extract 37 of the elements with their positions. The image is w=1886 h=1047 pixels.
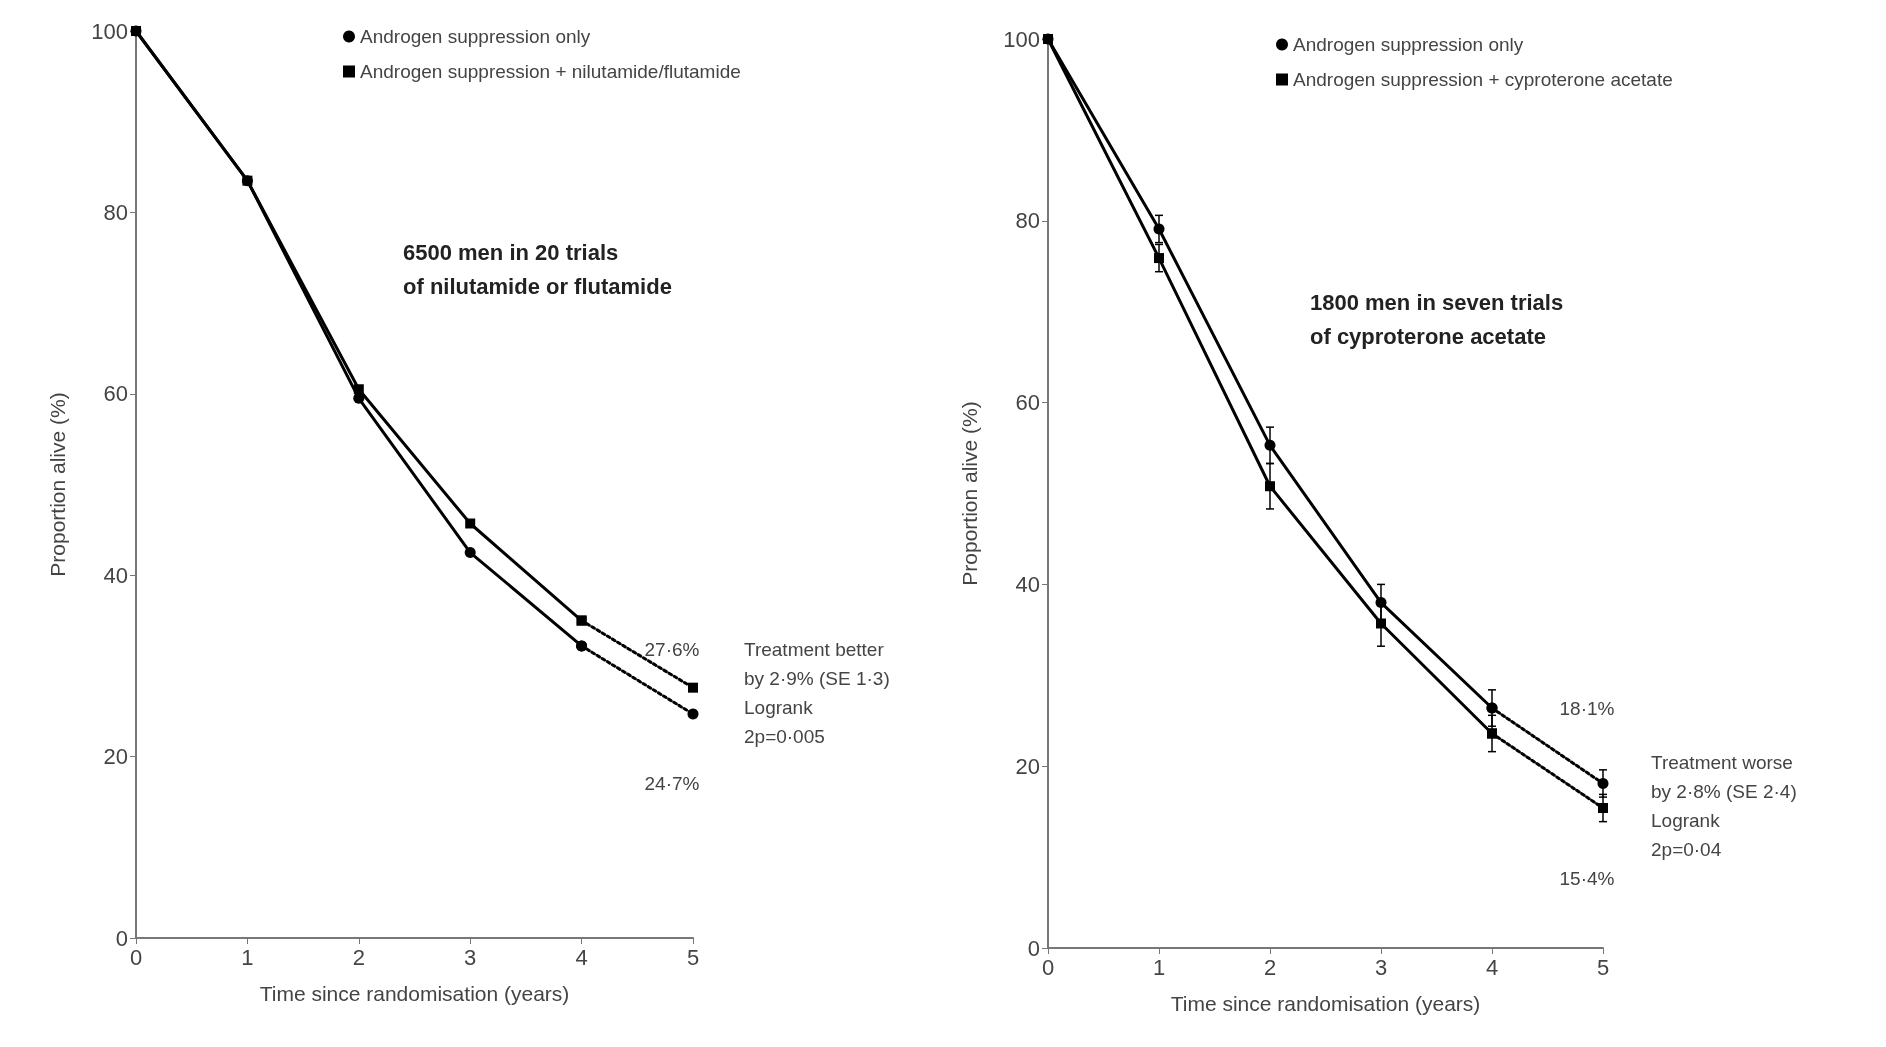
y-tick-label: 60 (103, 381, 128, 407)
legend-label: Androgen suppression only (360, 26, 591, 47)
x-tick-label: 4 (575, 944, 588, 970)
annotation: 27·6% (644, 639, 700, 660)
x-tick-label: 5 (1596, 954, 1610, 980)
text: Treatment worse by 2·8% (SE 2·4) Logrank 2p=0·04 (1651, 752, 1797, 860)
x-axis-title: Time since randomisation (years) (259, 982, 570, 1005)
x-tick-label: 3 (1374, 954, 1388, 980)
x-tick-label: 1 (1152, 954, 1166, 980)
text: Treatment better by 2·9% (SE 1·3) Logrank 2p=0·005 (744, 639, 890, 747)
y-tick-label: 100 (91, 18, 128, 44)
legend-label: Androgen suppression + nilutamide/flutamide (360, 61, 741, 82)
y-tick-label: 20 (103, 744, 128, 770)
y-tick-label: 80 (103, 199, 128, 225)
annotation: 24·7% (644, 773, 700, 794)
annotation: 18·1% (1559, 698, 1615, 719)
y-tick-label: 40 (103, 562, 128, 588)
x-tick-label: 5 (686, 944, 700, 970)
y-tick-label: 0 (115, 925, 128, 951)
legend-label: Androgen suppression + cyproterone acetate (1293, 69, 1673, 90)
x-tick-label: 2 (1263, 954, 1277, 980)
text: 1800 men in seven trials of cyproterone acetate (1310, 289, 1564, 349)
y-axis-title: Proportion alive (%) (958, 401, 981, 586)
legend-label: Androgen suppression only (1293, 34, 1524, 55)
y-tick-label: 100 (1003, 26, 1040, 52)
x-axis-title: Time since randomisation (years) (1170, 992, 1481, 1015)
y-axis-title: Proportion alive (%) (46, 392, 69, 577)
x-tick-label: 1 (241, 944, 254, 970)
y-tick-label: 40 (1015, 571, 1040, 597)
x-tick-label: 2 (352, 944, 365, 970)
y-tick-label: 60 (1015, 390, 1040, 416)
y-tick-label: 20 (1015, 753, 1040, 779)
x-tick-label: 3 (464, 944, 477, 970)
y-tick-label: 80 (1015, 208, 1040, 234)
annotation: 15·4% (1559, 868, 1615, 889)
x-tick-label: 4 (1485, 954, 1499, 980)
text: 6500 men in 20 trials of nilutamide or flutamide (403, 239, 672, 299)
